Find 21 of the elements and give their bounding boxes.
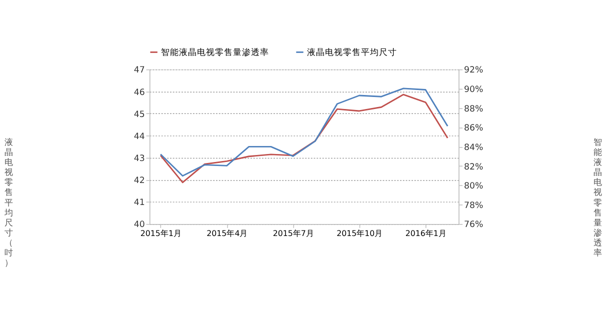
legend-label: 智能液晶电视零售量渗透率 bbox=[161, 47, 270, 58]
y2-tick-label: 92% bbox=[464, 66, 484, 76]
y-tick-label: 47 bbox=[134, 66, 145, 76]
y-tick-label: 45 bbox=[134, 110, 145, 120]
y2-tick-label: 88% bbox=[464, 104, 484, 114]
y2-tick-label: 90% bbox=[464, 84, 484, 95]
y2-tick-label: 80% bbox=[464, 182, 484, 192]
text: 液晶电视零售平均尺寸（吋） bbox=[4, 138, 14, 269]
legend-label: 液晶电视零售平均尺寸 bbox=[306, 47, 397, 58]
y-tick-label: 40 bbox=[134, 220, 145, 230]
y2-tick-label: 84% bbox=[464, 142, 484, 153]
y-tick-label: 43 bbox=[134, 154, 145, 164]
y2-tick-label: 86% bbox=[464, 124, 484, 134]
y-tick-label: 42 bbox=[134, 176, 145, 186]
y-tick-label: 46 bbox=[134, 88, 145, 98]
y2-tick-label: 82% bbox=[464, 162, 484, 172]
y2-tick-label: 76% bbox=[464, 220, 484, 230]
y-tick-label: 41 bbox=[134, 198, 145, 208]
text: 智能液晶电视零售量渗透率 bbox=[594, 138, 603, 259]
y2-tick-label: 78% bbox=[464, 200, 484, 211]
y-tick-label: 44 bbox=[134, 132, 145, 142]
